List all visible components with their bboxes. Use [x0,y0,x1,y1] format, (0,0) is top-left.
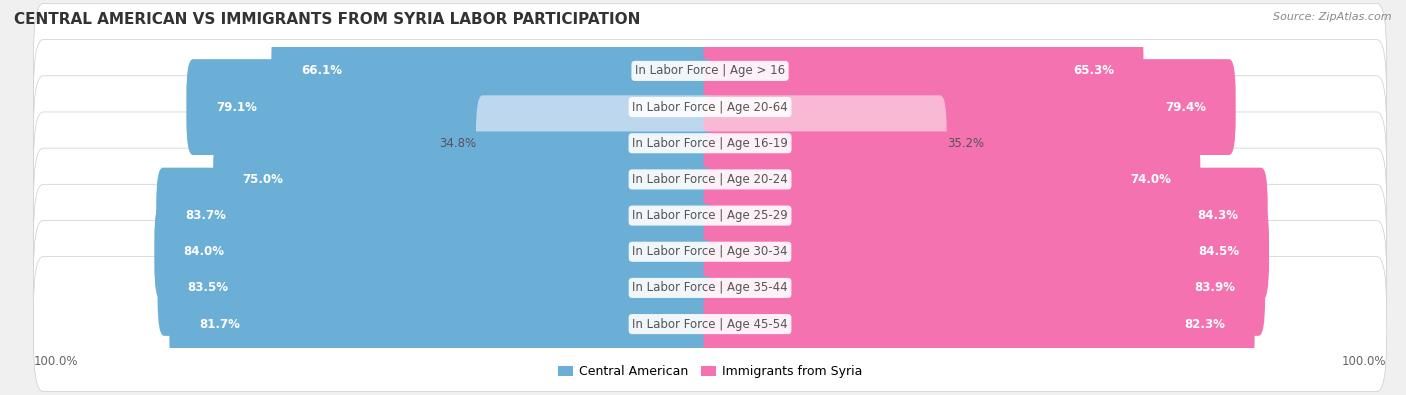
FancyBboxPatch shape [34,184,1386,319]
FancyBboxPatch shape [477,95,717,191]
FancyBboxPatch shape [34,112,1386,247]
Text: In Labor Force | Age 25-29: In Labor Force | Age 25-29 [633,209,787,222]
FancyBboxPatch shape [214,132,717,228]
Text: 84.3%: 84.3% [1198,209,1239,222]
Text: In Labor Force | Age 20-64: In Labor Force | Age 20-64 [633,101,787,114]
FancyBboxPatch shape [156,167,717,263]
FancyBboxPatch shape [34,4,1386,138]
FancyBboxPatch shape [34,257,1386,391]
Text: 35.2%: 35.2% [946,137,984,150]
Text: 66.1%: 66.1% [301,64,342,77]
Text: In Labor Force | Age > 16: In Labor Force | Age > 16 [636,64,785,77]
Text: 79.1%: 79.1% [215,101,257,114]
Text: In Labor Force | Age 20-24: In Labor Force | Age 20-24 [633,173,787,186]
FancyBboxPatch shape [703,59,1236,155]
Text: 34.8%: 34.8% [439,137,477,150]
Text: 81.7%: 81.7% [198,318,239,331]
Text: 83.5%: 83.5% [187,281,228,294]
FancyBboxPatch shape [271,23,717,119]
FancyBboxPatch shape [187,59,717,155]
Text: 84.5%: 84.5% [1198,245,1240,258]
Text: 79.4%: 79.4% [1166,101,1206,114]
Text: In Labor Force | Age 35-44: In Labor Force | Age 35-44 [633,281,787,294]
FancyBboxPatch shape [703,95,946,191]
Text: Source: ZipAtlas.com: Source: ZipAtlas.com [1274,12,1392,22]
Text: 74.0%: 74.0% [1130,173,1171,186]
Text: In Labor Force | Age 45-54: In Labor Force | Age 45-54 [633,318,787,331]
FancyBboxPatch shape [157,240,717,336]
Text: In Labor Force | Age 30-34: In Labor Force | Age 30-34 [633,245,787,258]
FancyBboxPatch shape [703,204,1270,300]
FancyBboxPatch shape [703,23,1143,119]
FancyBboxPatch shape [169,276,717,372]
FancyBboxPatch shape [34,40,1386,175]
Text: In Labor Force | Age 16-19: In Labor Force | Age 16-19 [633,137,787,150]
FancyBboxPatch shape [703,132,1201,228]
FancyBboxPatch shape [34,220,1386,356]
Text: 84.0%: 84.0% [184,245,225,258]
FancyBboxPatch shape [155,204,717,300]
Text: 65.3%: 65.3% [1073,64,1114,77]
Legend: Central American, Immigrants from Syria: Central American, Immigrants from Syria [553,360,868,384]
Text: 83.7%: 83.7% [186,209,226,222]
Text: 83.9%: 83.9% [1195,281,1236,294]
FancyBboxPatch shape [34,76,1386,211]
Text: CENTRAL AMERICAN VS IMMIGRANTS FROM SYRIA LABOR PARTICIPATION: CENTRAL AMERICAN VS IMMIGRANTS FROM SYRI… [14,12,641,27]
Text: 75.0%: 75.0% [243,173,284,186]
FancyBboxPatch shape [34,148,1386,283]
FancyBboxPatch shape [703,167,1268,263]
FancyBboxPatch shape [703,276,1254,372]
Text: 82.3%: 82.3% [1184,318,1225,331]
FancyBboxPatch shape [703,240,1265,336]
